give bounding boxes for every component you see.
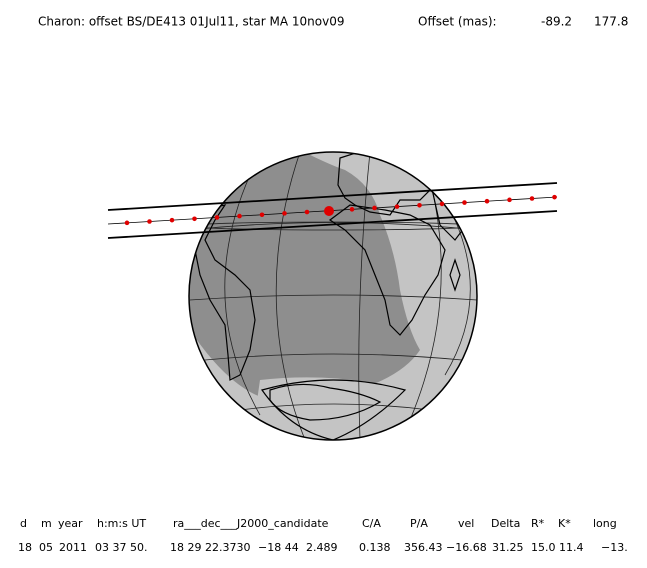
column-header: Delta [491, 517, 520, 530]
track-dot [484, 198, 490, 204]
track-dot [304, 209, 310, 215]
track-dot [417, 202, 422, 208]
table-cell: 11.4 [559, 541, 584, 554]
globe-limb [188, 151, 478, 441]
track-dot [394, 204, 400, 209]
track-dot [237, 213, 242, 219]
table-cell: 0.138 [359, 541, 391, 554]
table-cell: 18 29 22.3730 [170, 541, 250, 554]
table-cell: 2.489 [306, 541, 338, 554]
column-header: h:m:s UT [97, 517, 146, 530]
table-cell: −18 44 [258, 541, 299, 554]
table-cell: 05 [39, 541, 53, 554]
column-header: K* [558, 517, 571, 530]
table-cell: 18 [18, 541, 32, 554]
table-cell: 356.43 [404, 541, 443, 554]
south-day [250, 377, 420, 440]
title: Charon: offset BS/DE413 01Jul11, star MA… [38, 15, 344, 29]
track-dot [259, 212, 265, 218]
track-north-limit [107, 182, 558, 211]
table-cell: −13. [601, 541, 628, 554]
globe-night [189, 152, 420, 402]
column-header: R* [531, 517, 545, 530]
offset-x: -89.2 [541, 15, 572, 29]
track-dot [349, 207, 355, 212]
track-dot [169, 217, 175, 223]
track-dot [372, 205, 377, 211]
offset-y: 177.8 [594, 15, 628, 29]
track-south-limit [107, 210, 558, 239]
track-dot [439, 201, 445, 207]
track-dot [462, 200, 467, 205]
track-dot [214, 215, 220, 220]
table-cell: −16.68 [446, 541, 487, 554]
track-dot [147, 219, 152, 224]
track-dot [507, 197, 512, 203]
graticule [189, 152, 477, 440]
column-header: m [41, 517, 52, 530]
track-dot [282, 211, 287, 216]
column-header: ra___dec___J2000_candidate [173, 517, 329, 530]
track-dot [552, 194, 557, 200]
column-header: long [593, 517, 617, 530]
central-point [324, 206, 334, 216]
table-cell: 15.0 [531, 541, 556, 554]
table-cell: 31.25 [492, 541, 524, 554]
column-header: d [20, 517, 27, 530]
track-dot [192, 216, 197, 222]
column-header: vel [458, 517, 474, 530]
column-header: P/A [410, 517, 428, 530]
table-cell: 03 37 50. [95, 541, 147, 554]
column-header: C/A [362, 517, 381, 530]
track-dot [529, 196, 535, 201]
table-cell: 2011 [59, 541, 87, 554]
offset-label: Offset (mas): [418, 15, 497, 29]
column-header: year [58, 517, 83, 530]
shadow-track [107, 182, 558, 239]
track-dot [124, 220, 130, 226]
event-table: d m year h:m:s UT ra___dec___J2000_candidate… [18, 517, 628, 554]
